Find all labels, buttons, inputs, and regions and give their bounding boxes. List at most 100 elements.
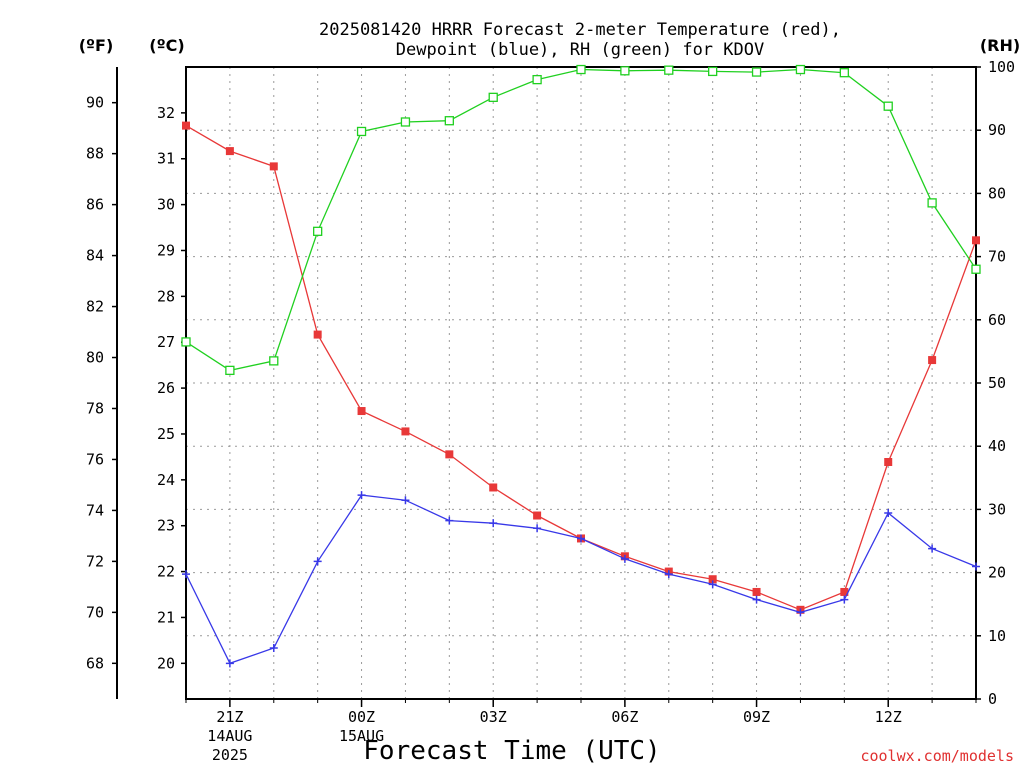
gridlines [186, 67, 976, 699]
data-point [401, 427, 410, 436]
celsius-tick-label: 23 [157, 517, 175, 535]
data-point [751, 67, 762, 77]
data-point [533, 524, 542, 533]
data-point [795, 64, 806, 75]
fahrenheit-tick-label: 76 [86, 450, 104, 468]
data-point [620, 554, 629, 563]
rh-tick-label: 80 [988, 184, 1006, 202]
data-point [752, 587, 761, 596]
rh-tick-label: 90 [988, 121, 1006, 139]
data-point [533, 511, 542, 520]
data-point [269, 644, 278, 653]
celsius-tick-label: 26 [157, 379, 175, 397]
fahrenheit-tick-label: 86 [86, 196, 104, 214]
series-line [185, 68, 977, 372]
celsius-tick-label: 20 [157, 654, 175, 672]
rh-axis-ticks: 0 10 20 30 40 50 60 70 80 90 100 [976, 58, 1015, 708]
data-point [445, 450, 454, 459]
time-tick-date: 15AUG [339, 727, 384, 745]
celsius-tick-label: 31 [157, 150, 175, 168]
celsius-tick-label: 27 [157, 333, 175, 351]
data-point [400, 117, 411, 127]
rh-tick-label: 40 [988, 437, 1006, 455]
data-point [972, 236, 980, 245]
time-tick-date: 14AUG [207, 727, 252, 745]
data-point [884, 458, 893, 466]
data-point [181, 337, 191, 347]
rh-tick-label: 10 [988, 627, 1006, 645]
series-dewpoint [182, 491, 980, 668]
data-point [445, 516, 454, 525]
fahrenheit-tick-label: 80 [86, 349, 104, 367]
celsius-tick-label: 24 [157, 471, 175, 489]
title-line-2: Dewpoint (blue), RH (green) for KDOV [396, 40, 764, 60]
data-point [225, 659, 234, 668]
celsius-tick-label: 29 [157, 241, 175, 259]
data-point [576, 64, 586, 75]
data-point [839, 68, 849, 78]
data-point [182, 121, 190, 130]
data-point [577, 534, 585, 543]
fahrenheit-tick-label: 78 [86, 399, 104, 417]
celsius-axis-ticks: 20 21 22 23 24 25 26 27 28 29 30 31 32 [157, 104, 186, 672]
time-tick-label: 00Z [348, 708, 375, 726]
data-point [357, 407, 366, 416]
data-point [708, 580, 717, 589]
celsius-tick-label: 25 [157, 425, 175, 443]
data-point [488, 92, 498, 102]
series-rh [181, 64, 981, 376]
data-point [708, 575, 717, 584]
data-point [313, 226, 323, 236]
data-point [356, 126, 367, 137]
fahrenheit-tick-label: 90 [86, 94, 104, 112]
celsius-tick-label: 32 [157, 104, 175, 122]
data-point [401, 496, 410, 505]
data-point [971, 264, 981, 274]
rh-tick-label: 100 [988, 58, 1015, 76]
data-point [708, 66, 718, 77]
data-point [532, 74, 542, 85]
data-point [313, 330, 322, 339]
celsius-tick-label: 22 [157, 563, 175, 581]
data-point [225, 365, 235, 376]
fahrenheit-tick-label: 74 [86, 501, 104, 519]
data-point [928, 544, 937, 553]
rh-tick-label: 20 [988, 564, 1006, 582]
fahrenheit-tick-label: 68 [86, 654, 104, 672]
data-point [313, 557, 322, 566]
data-point [664, 65, 674, 75]
fahrenheit-tick-label: 84 [86, 247, 104, 265]
time-tick-label: 21Z [216, 708, 243, 726]
data-point [620, 66, 630, 76]
celsius-tick-label: 28 [157, 287, 175, 305]
rh-unit-label: (RH) [980, 36, 1020, 55]
x-axis-label: Forecast Time (UTC) [363, 736, 660, 766]
data-point [269, 162, 278, 171]
data-point [840, 587, 849, 596]
time-tick-label: 09Z [743, 708, 770, 726]
data-point [489, 483, 498, 492]
data-point [927, 198, 937, 208]
rh-tick-label: 70 [988, 248, 1006, 266]
fahrenheit-unit-label: (ºF) [79, 36, 114, 55]
data-point [884, 508, 893, 517]
fahrenheit-tick-label: 88 [86, 145, 104, 163]
time-tick-label: 03Z [480, 708, 507, 726]
data-point [883, 101, 893, 111]
celsius-unit-label: (ºC) [149, 36, 184, 55]
data-point [796, 608, 805, 617]
data-point [840, 595, 849, 604]
fahrenheit-tick-label: 82 [86, 298, 104, 316]
time-tick-label: 12Z [875, 708, 902, 726]
fahrenheit-tick-label: 70 [86, 603, 104, 621]
data-point [489, 519, 498, 528]
rh-tick-label: 0 [988, 690, 997, 708]
data-point [664, 570, 673, 579]
celsius-tick-label: 30 [157, 196, 175, 214]
data-point [972, 562, 980, 571]
chart-title: 2025081420 HRRR Forecast 2-meter Tempera… [319, 20, 841, 60]
axes [116, 66, 977, 700]
data-point [752, 595, 761, 604]
